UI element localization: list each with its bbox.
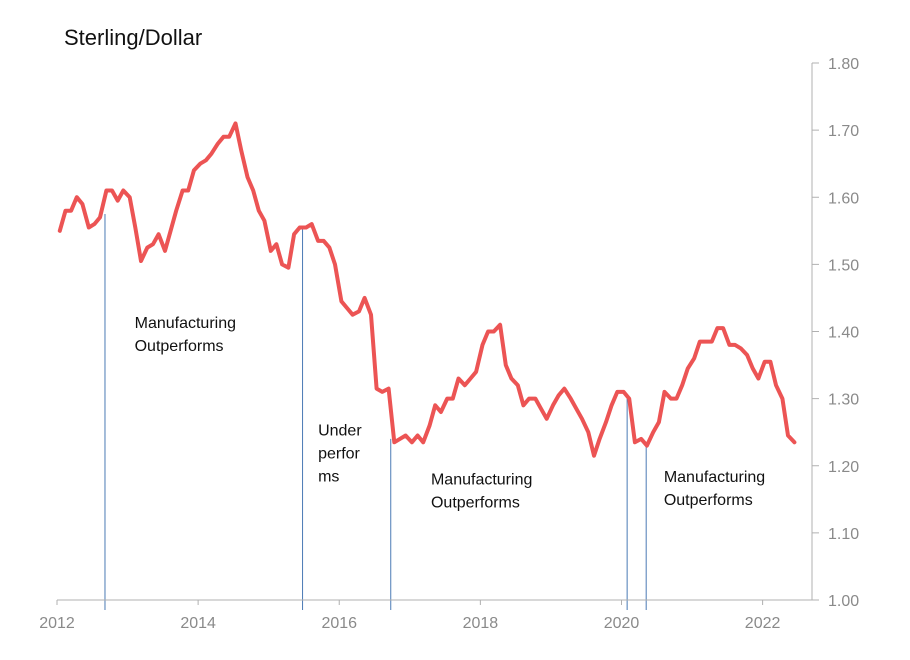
y-tick-label: 1.80 [828,56,859,73]
x-axis-ticks: 2012 2014 2016 2018 2020 2022 [39,600,781,632]
y-tick-label: 1.70 [828,123,859,140]
annotation-text: Manufacturing Outperforms [135,315,236,355]
x-tick-label: 2016 [321,615,357,632]
annotation-line: Outperforms [135,338,224,355]
marker-lines [104,214,647,610]
y-axis-ticks: 1.00 1.10 1.20 1.30 1.40 1.50 1.60 1.70 1.80 [812,56,859,610]
annotations: Manufacturing Outperforms Under perfor ms Man… [135,315,766,511]
x-tick-label: 2020 [604,615,640,632]
annotation-line: Outperforms [431,495,520,512]
annotation-text: Under perfor ms [318,423,362,486]
annotation-line: Manufacturing [431,472,532,489]
x-tick-label: 2022 [745,615,781,632]
annotation-text: Manufacturing Outperforms [431,472,532,512]
y-tick-label: 1.20 [828,459,859,476]
annotation-line: Outperforms [664,492,753,509]
annotation-line: Manufacturing [664,469,765,486]
annotation-line: ms [318,469,339,486]
y-tick-label: 1.40 [828,325,859,342]
series-line [57,121,797,458]
annotation-line: Under [318,423,362,440]
annotation-line: Manufacturing [135,315,236,332]
x-tick-label: 2018 [463,615,499,632]
annotation-line: perfor [318,446,360,463]
annotation-text: Manufacturing Outperforms [664,469,765,509]
chart-title: Sterling/Dollar [64,25,202,50]
y-tick-label: 1.30 [828,392,859,409]
y-tick-label: 1.60 [828,190,859,207]
y-tick-label: 1.50 [828,257,859,274]
y-tick-label: 1.00 [828,593,859,610]
x-tick-label: 2014 [180,615,216,632]
y-tick-label: 1.10 [828,526,859,543]
x-tick-label: 2012 [39,615,75,632]
